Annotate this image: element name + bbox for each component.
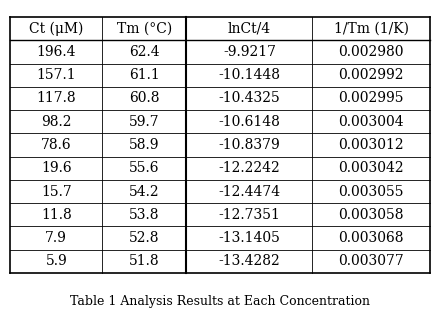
Text: 59.7: 59.7 [129, 115, 160, 129]
Text: Ct (μM): Ct (μM) [29, 21, 84, 36]
Text: -10.4325: -10.4325 [219, 91, 280, 106]
Text: lnCt/4: lnCt/4 [228, 22, 271, 36]
Text: -13.4282: -13.4282 [219, 255, 280, 268]
Text: 19.6: 19.6 [41, 161, 72, 175]
Text: 54.2: 54.2 [129, 185, 160, 198]
Text: 11.8: 11.8 [41, 208, 72, 222]
Text: 0.003042: 0.003042 [338, 161, 404, 175]
Text: 0.003004: 0.003004 [338, 115, 404, 129]
Text: Table 1 Analysis Results at Each Concentration: Table 1 Analysis Results at Each Concent… [70, 295, 370, 308]
Text: 53.8: 53.8 [129, 208, 160, 222]
Text: 15.7: 15.7 [41, 185, 72, 198]
Text: 78.6: 78.6 [41, 138, 72, 152]
Text: 0.003058: 0.003058 [338, 208, 404, 222]
Text: 117.8: 117.8 [37, 91, 76, 106]
Text: 196.4: 196.4 [37, 45, 76, 59]
Text: 51.8: 51.8 [129, 255, 160, 268]
Text: -12.4474: -12.4474 [218, 185, 280, 198]
Text: 157.1: 157.1 [37, 68, 76, 82]
Text: -10.6148: -10.6148 [218, 115, 280, 129]
Text: Tm (°C): Tm (°C) [117, 22, 172, 36]
Text: 98.2: 98.2 [41, 115, 72, 129]
Text: -10.8379: -10.8379 [219, 138, 280, 152]
Text: 0.002995: 0.002995 [338, 91, 404, 106]
Text: 55.6: 55.6 [129, 161, 160, 175]
Text: -12.7351: -12.7351 [218, 208, 280, 222]
Text: 58.9: 58.9 [129, 138, 160, 152]
Text: 0.003077: 0.003077 [338, 255, 404, 268]
Text: 7.9: 7.9 [45, 231, 67, 245]
Text: 0.002980: 0.002980 [338, 45, 404, 59]
Text: 61.1: 61.1 [129, 68, 160, 82]
Text: 52.8: 52.8 [129, 231, 160, 245]
Text: 60.8: 60.8 [129, 91, 160, 106]
Text: 0.003012: 0.003012 [338, 138, 404, 152]
Text: -13.1405: -13.1405 [218, 231, 280, 245]
Text: 0.002992: 0.002992 [338, 68, 404, 82]
Text: 1/Tm (1/K): 1/Tm (1/K) [334, 22, 409, 36]
Text: 0.003068: 0.003068 [338, 231, 404, 245]
Text: 0.003055: 0.003055 [338, 185, 404, 198]
Text: 5.9: 5.9 [45, 255, 67, 268]
Text: 62.4: 62.4 [129, 45, 160, 59]
Text: -12.2242: -12.2242 [219, 161, 280, 175]
Text: -9.9217: -9.9217 [223, 45, 276, 59]
Text: -10.1448: -10.1448 [218, 68, 280, 82]
